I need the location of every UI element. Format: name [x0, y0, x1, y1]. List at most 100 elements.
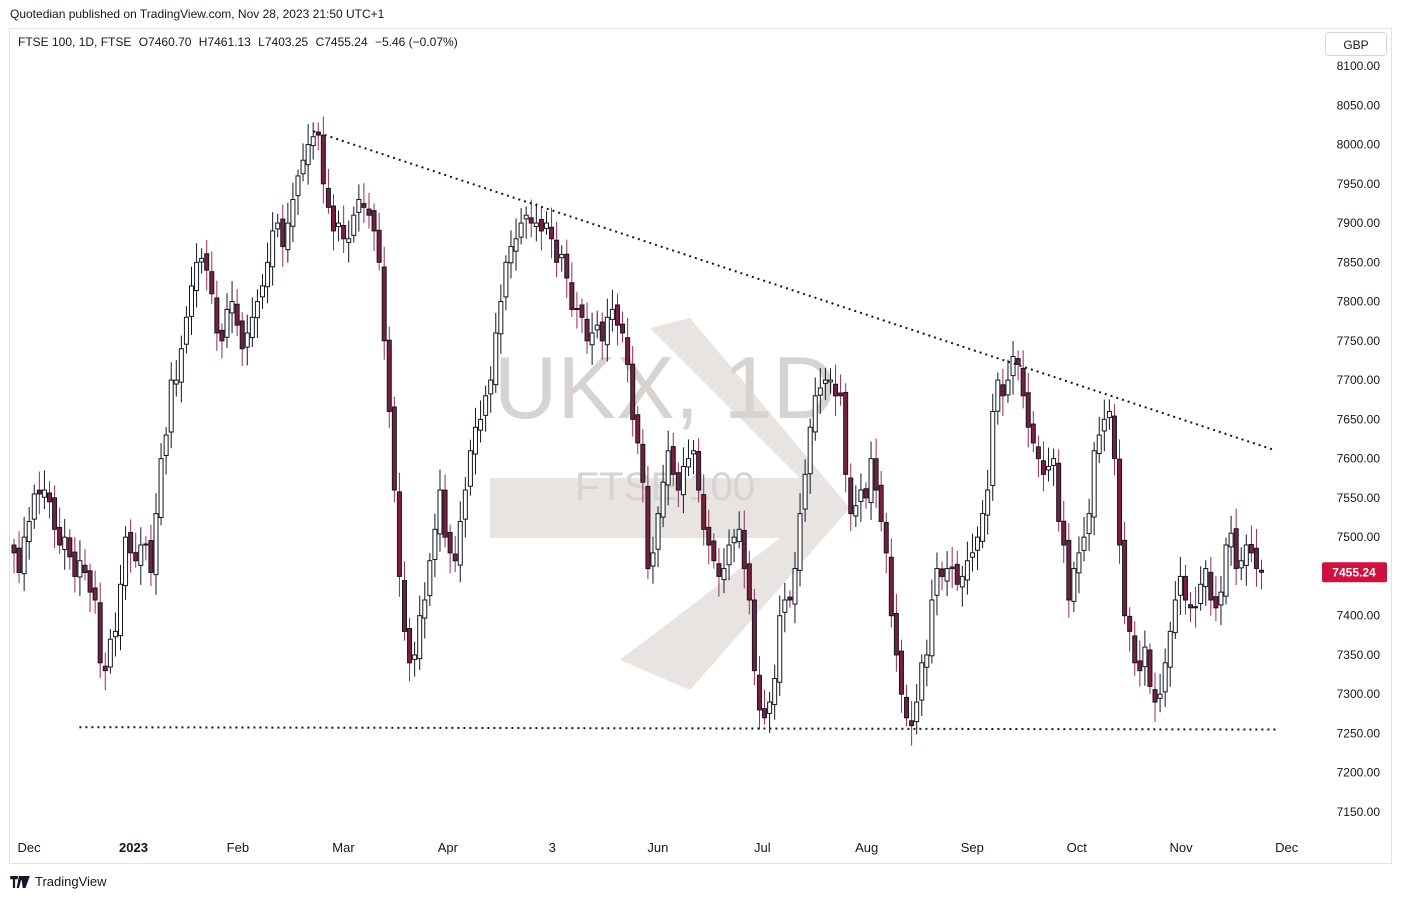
candle-body	[1167, 630, 1173, 668]
candle-body	[219, 329, 225, 342]
candle-body	[1182, 575, 1188, 601]
price-axis[interactable]: 8100.00 8050.00 8000.00 7950.00 7900.00 7850.…	[1322, 59, 1387, 819]
candle-body	[1259, 569, 1265, 573]
candle-body	[827, 379, 833, 383]
currency-button[interactable]: GBP	[1325, 32, 1387, 56]
candle-body	[330, 205, 336, 232]
candle-body	[756, 674, 762, 711]
candle-body	[36, 489, 42, 495]
candle-body	[711, 540, 717, 562]
candle-body	[549, 226, 555, 240]
candle-body	[452, 553, 458, 562]
candle-body	[893, 612, 899, 656]
candle-body	[472, 426, 478, 455]
candle-body	[366, 208, 372, 216]
ohlc-legend: FTSE 100, 1D, FTSE O7460.70 H7461.13 L74…	[18, 35, 462, 49]
resistance-trendline	[313, 130, 1275, 451]
candle-body	[62, 536, 68, 551]
candle-body	[1076, 552, 1082, 574]
candle-body	[579, 304, 585, 318]
y-tick-label: 7350.00	[1337, 648, 1381, 662]
candle-body	[386, 339, 392, 413]
candle-body	[1213, 596, 1219, 609]
candle-body	[731, 536, 737, 544]
x-tick-label: Jul	[754, 840, 771, 855]
candle-body	[148, 540, 154, 573]
candle-body	[939, 568, 945, 577]
x-tick-label: Dec	[1275, 840, 1299, 855]
legend-low: L7403.25	[258, 35, 309, 49]
candle-body	[523, 214, 529, 220]
candle-body	[1000, 384, 1006, 397]
publisher-caption: Quotedian published on TradingView.com, …	[10, 7, 385, 21]
candle-body	[1101, 418, 1107, 432]
candle-body	[706, 526, 712, 546]
candle-body	[376, 229, 382, 263]
candle-body	[427, 560, 433, 597]
candle-body	[336, 222, 342, 228]
candle-body	[1132, 635, 1138, 664]
candle-body	[1208, 571, 1214, 601]
candle-body	[1046, 465, 1052, 471]
candle-body	[569, 282, 575, 310]
candles-layer	[11, 116, 1265, 746]
candle-body	[244, 332, 250, 348]
candle-body	[478, 418, 484, 431]
candle-body	[391, 406, 397, 491]
last-price-label: 7455.24	[1332, 565, 1376, 579]
candle-body	[72, 551, 78, 577]
candle-body	[660, 481, 666, 518]
candle-body	[1010, 356, 1016, 377]
candle-body	[1020, 367, 1026, 397]
candle-body	[670, 446, 676, 475]
candle-body	[183, 316, 189, 345]
chart-frame[interactable]	[9, 28, 1392, 864]
legend-symbol: FTSE 100, 1D, FTSE	[18, 35, 132, 49]
watermark-arrow-icon	[490, 318, 850, 690]
candle-body	[838, 392, 844, 397]
candle-body	[1233, 528, 1239, 570]
candle-body	[1193, 606, 1199, 609]
candle-body	[787, 596, 793, 601]
candle-body	[422, 599, 428, 619]
candle-body	[888, 556, 894, 617]
candle-body	[1056, 462, 1062, 522]
candle-body	[1035, 446, 1041, 460]
candle-body	[767, 701, 773, 714]
candle-body	[447, 531, 453, 554]
candle-body	[290, 198, 296, 227]
candle-body	[883, 522, 889, 554]
candle-body	[1198, 583, 1204, 604]
candle-body	[178, 348, 184, 383]
candle-body	[807, 426, 813, 475]
candle-body	[625, 337, 631, 365]
y-tick-label: 7550.00	[1337, 491, 1381, 505]
candle-body	[493, 332, 499, 386]
candle-body	[898, 650, 904, 695]
candle-body	[635, 414, 641, 444]
candle-body	[508, 246, 514, 264]
candle-body	[559, 253, 565, 259]
candle-body	[990, 411, 996, 486]
candle-body	[833, 383, 839, 397]
candle-body	[909, 720, 915, 727]
y-tick-label: 7500.00	[1337, 530, 1381, 544]
candle-body	[356, 198, 362, 213]
x-tick-label: Aug	[855, 840, 878, 855]
candle-body	[817, 387, 823, 396]
tradingview-branding[interactable]: TradingView	[10, 874, 107, 889]
candle-body	[741, 529, 747, 570]
candle-body	[11, 544, 17, 554]
candle-body	[483, 395, 489, 416]
candle-body	[168, 379, 174, 433]
candle-body	[1147, 649, 1153, 687]
candle-body	[143, 543, 149, 546]
candle-body	[102, 665, 108, 672]
y-tick-label: 7650.00	[1337, 412, 1381, 426]
candle-body	[153, 513, 159, 576]
candle-body	[1061, 520, 1067, 546]
time-axis[interactable]: Dec 2023 Feb Mar Apr 3 Jun Jul Aug Sep Oct Nov Dec	[18, 840, 1299, 855]
candle-body	[599, 321, 605, 342]
